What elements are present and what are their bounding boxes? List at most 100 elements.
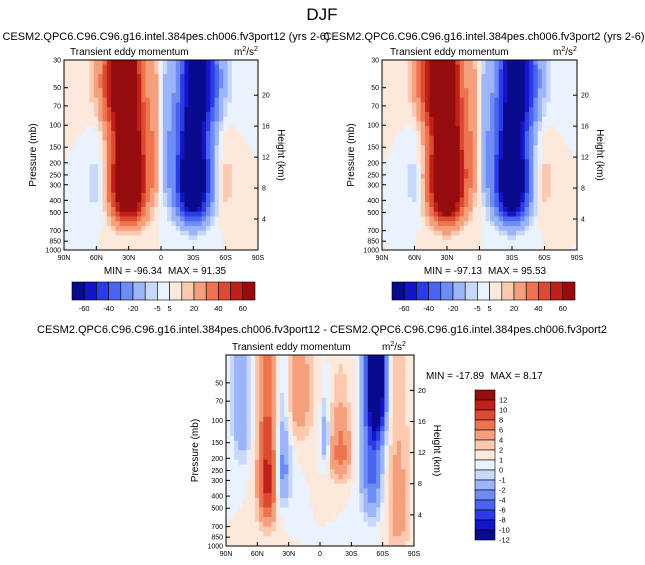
heatmap-cell [498, 240, 504, 246]
heatmap-cell [226, 445, 231, 451]
heatmap-cell [284, 388, 289, 394]
heatmap-cell [76, 126, 82, 132]
heatmap-cell [537, 107, 543, 113]
heatmap-cell [416, 168, 422, 175]
heatmap-cell [416, 126, 422, 132]
heatmap-cell [244, 168, 250, 175]
heatmap-cell [167, 187, 173, 194]
heatmap-cell [555, 168, 560, 175]
heatmap-cell [242, 426, 248, 432]
heatmap-cell [275, 459, 281, 466]
heatmap-cell [403, 140, 409, 146]
heatmap-cell [451, 140, 456, 146]
heatmap-cell [271, 412, 277, 418]
colorbar-swatch [193, 281, 207, 301]
heatmap-cell [376, 373, 381, 380]
heatmap-cell [102, 97, 108, 104]
heatmap-cell [390, 64, 396, 70]
heatmap-cell [93, 154, 99, 161]
heatmap-cell [572, 183, 577, 189]
heatmap-cell [76, 154, 82, 161]
heatmap-cell [380, 388, 386, 394]
heatmap-cell [296, 359, 302, 365]
heatmap-cell [384, 378, 390, 384]
heatmap-cell [321, 459, 327, 466]
heatmap-cell [537, 78, 543, 85]
heatmap-cell [246, 412, 252, 418]
heatmap-cell [296, 355, 302, 361]
heatmap-cell [507, 107, 513, 113]
heatmap-cell [537, 140, 543, 146]
heatmap-cell [136, 178, 142, 184]
heatmap-cell [537, 240, 543, 246]
heatmap-cell [259, 397, 264, 404]
heatmap-cell [394, 88, 400, 94]
heatmap-cell [210, 140, 216, 146]
heatmap-cell [275, 474, 281, 480]
heatmap-cell [93, 135, 99, 142]
heatmap-cell [394, 78, 400, 85]
heatmap-cell [240, 187, 246, 194]
heatmap-cell [218, 240, 224, 246]
heatmap-cell [407, 230, 413, 237]
heatmap-cell [250, 469, 256, 475]
heatmap-cell [98, 116, 104, 123]
heatmap-cell [346, 412, 352, 418]
heatmap-cell [68, 206, 73, 213]
heatmap-cell [416, 135, 422, 142]
heatmap-cell [259, 440, 264, 447]
y-tick-label: 250 [367, 172, 379, 179]
heatmap-cell [193, 178, 198, 184]
heatmap-cell [442, 73, 448, 80]
heatmap-cell [128, 221, 134, 227]
heatmap-cell [507, 116, 513, 123]
heatmap-cell [342, 402, 348, 408]
heatmap-cell [141, 107, 147, 113]
heatmap-cell [136, 240, 142, 246]
heatmap-cell [119, 154, 125, 161]
heatmap-cell [537, 192, 543, 199]
heatmap-cell [494, 183, 500, 189]
heatmap-cell [305, 383, 310, 389]
heatmap-cell [300, 412, 306, 418]
heatmap-cell [115, 116, 121, 123]
heatmap-cell [115, 168, 121, 175]
heatmap-cell [292, 355, 298, 361]
heatmap-cell [210, 145, 216, 151]
heatmap-cell [412, 69, 417, 75]
heatmap-cell [226, 388, 231, 394]
heatmap-cell [507, 130, 513, 137]
heatmap-cell [403, 126, 409, 132]
heatmap-cell [111, 206, 117, 213]
heatmap-cell [193, 230, 198, 237]
heatmap-cell [472, 83, 478, 89]
heatmap-cell [359, 431, 365, 437]
heatmap-cell [403, 111, 409, 118]
heatmap-cell [288, 435, 294, 442]
heatmap-cell [124, 154, 129, 161]
heatmap-cell [382, 230, 387, 237]
heatmap-cell [401, 435, 406, 442]
heatmap-cell [111, 97, 117, 104]
heatmap-cell [246, 464, 252, 470]
heatmap-cell [334, 459, 340, 466]
heatmap-cell [425, 159, 430, 165]
heatmap-cell [205, 216, 211, 222]
heatmap-cell [380, 478, 386, 485]
heatmap-cell [171, 140, 177, 146]
heatmap-cell [250, 407, 256, 413]
heatmap-cell [511, 145, 517, 151]
heatmap-cell [412, 78, 417, 85]
heatmap-cell [184, 168, 190, 175]
heatmap-cell [106, 216, 112, 222]
heatmap-cell [214, 240, 220, 246]
heatmap-cell [132, 83, 138, 89]
heatmap-cell [382, 221, 387, 227]
heatmap-cell [420, 168, 426, 175]
heatmap-cell [317, 440, 323, 447]
heatmap-cell [325, 364, 331, 370]
heatmap-cell [124, 111, 129, 118]
heatmap-cell [485, 88, 491, 94]
heatmap-cell [124, 211, 129, 218]
heatmap-cell [472, 135, 478, 142]
